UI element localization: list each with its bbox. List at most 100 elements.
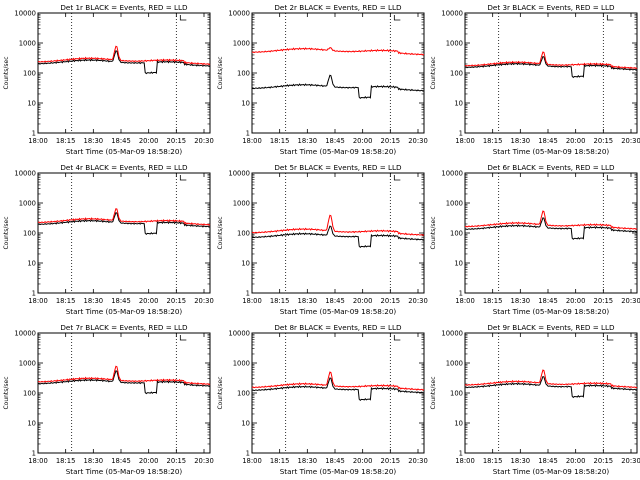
plot-frame [37,172,211,294]
x-tick-label: 18:30 [84,297,104,305]
y-tick-label: 100 [450,390,463,398]
series-events-line [464,217,638,240]
chart-title: Det 6r BLACK = Events, RED = LLD [487,163,615,172]
series-events-line [37,50,211,75]
y-tick-label: 100 [23,390,36,398]
x-tick-label: 20:00 [353,457,373,465]
chart-title: Det 3r BLACK = Events, RED = LLD [487,3,615,12]
series-events-line [37,370,211,395]
y-tick-label: 1000 [19,40,36,48]
x-tick-label: 18:45 [111,137,131,145]
series-events-line [37,212,211,235]
chart-title: Det 5r BLACK = Events, RED = LLD [274,163,402,172]
y-tick-label: 1000 [233,200,250,208]
x-tick-label: 18:00 [242,457,262,465]
series-lld-line [251,47,425,56]
y-tick-label: 10 [454,420,463,428]
series-lld-line [251,371,425,391]
x-tick-label: 18:00 [242,137,262,145]
x-tick-label: 20:30 [621,457,640,465]
y-tick-label: 1000 [446,40,463,48]
x-tick-label: 20:30 [194,137,214,145]
x-tick-label: 20:00 [139,297,159,305]
marker-bracket [606,335,614,341]
series-lld-line [37,365,211,386]
chart-title: Det 1r BLACK = Events, RED = LLD [60,3,188,12]
y-tick-label: 10 [27,100,36,108]
y-tick-label: 10 [27,420,36,428]
x-tick-label: 18:30 [511,137,531,145]
x-tick-label: 20:30 [408,457,428,465]
y-tick-label: 10 [27,260,36,268]
y-tick-label: 1 [459,290,463,298]
x-axis-label: Start Time (05-Mar-09 18:58:20) [493,467,610,476]
x-tick-label: 20:00 [566,297,586,305]
y-axis-label: Counts/sec [217,56,224,89]
x-tick-label: 18:15 [270,137,290,145]
x-tick-label: 20:30 [621,297,640,305]
x-tick-label: 20:00 [353,137,373,145]
x-tick-label: 18:30 [298,457,318,465]
series-events-line [251,377,425,401]
x-tick-label: 20:30 [408,297,428,305]
x-tick-label: 20:00 [566,457,586,465]
y-tick-label: 10000 [441,10,463,18]
x-tick-label: 20:15 [167,457,187,465]
plot-frame [251,12,425,134]
x-tick-label: 20:30 [621,137,640,145]
marker-bracket [393,335,401,341]
y-tick-label: 10000 [228,170,250,178]
x-tick-label: 18:45 [538,137,558,145]
y-tick-label: 100 [237,70,250,78]
y-tick-label: 1000 [446,200,463,208]
y-tick-label: 1000 [233,360,250,368]
marker-bracket [606,15,614,21]
x-tick-label: 18:15 [270,297,290,305]
x-tick-label: 18:30 [298,297,318,305]
chart-title: Det 8r BLACK = Events, RED = LLD [274,323,402,332]
x-tick-label: 18:00 [455,297,475,305]
x-tick-label: 20:00 [139,457,159,465]
series-events-line [251,74,425,99]
y-tick-label: 1 [246,130,250,138]
y-tick-label: 1000 [19,200,36,208]
y-tick-label: 10 [454,100,463,108]
y-tick-label: 10000 [14,330,36,338]
y-tick-label: 10 [241,100,250,108]
y-tick-label: 1 [32,450,36,458]
y-tick-label: 100 [23,70,36,78]
y-tick-label: 1000 [446,360,463,368]
y-tick-label: 100 [450,70,463,78]
x-axis-label: Start Time (05-Mar-09 18:58:20) [66,147,183,156]
x-tick-label: 20:15 [167,137,187,145]
y-tick-label: 100 [450,230,463,238]
y-tick-label: 10000 [228,10,250,18]
x-tick-label: 20:00 [139,137,159,145]
x-tick-label: 20:15 [594,457,614,465]
x-tick-label: 18:45 [325,297,345,305]
chart-panel-3: Det 3r BLACK = Events, RED = LLD Counts/s… [430,3,640,156]
x-tick-label: 18:00 [28,297,48,305]
x-axis-label: Start Time (05-Mar-09 18:58:20) [66,467,183,476]
x-tick-label: 18:15 [56,297,76,305]
x-tick-label: 20:15 [381,137,401,145]
plot-frame [251,332,425,454]
x-tick-label: 20:30 [408,137,428,145]
marker-bracket [179,175,187,181]
x-tick-label: 18:45 [111,457,131,465]
series-events-line [251,225,425,248]
chart-panel-5: Det 5r BLACK = Events, RED = LLD Counts/s… [217,163,428,316]
y-tick-label: 10000 [14,10,36,18]
x-tick-label: 18:45 [325,137,345,145]
y-tick-label: 1 [246,290,250,298]
x-tick-label: 18:00 [242,297,262,305]
x-tick-label: 18:15 [483,297,503,305]
x-tick-label: 20:15 [381,457,401,465]
y-tick-label: 10 [241,260,250,268]
x-axis-label: Start Time (05-Mar-09 18:58:20) [280,147,397,156]
x-axis-label: Start Time (05-Mar-09 18:58:20) [280,307,397,316]
chart-panel-6: Det 6r BLACK = Events, RED = LLD Counts/s… [430,163,640,316]
y-tick-label: 1 [459,130,463,138]
